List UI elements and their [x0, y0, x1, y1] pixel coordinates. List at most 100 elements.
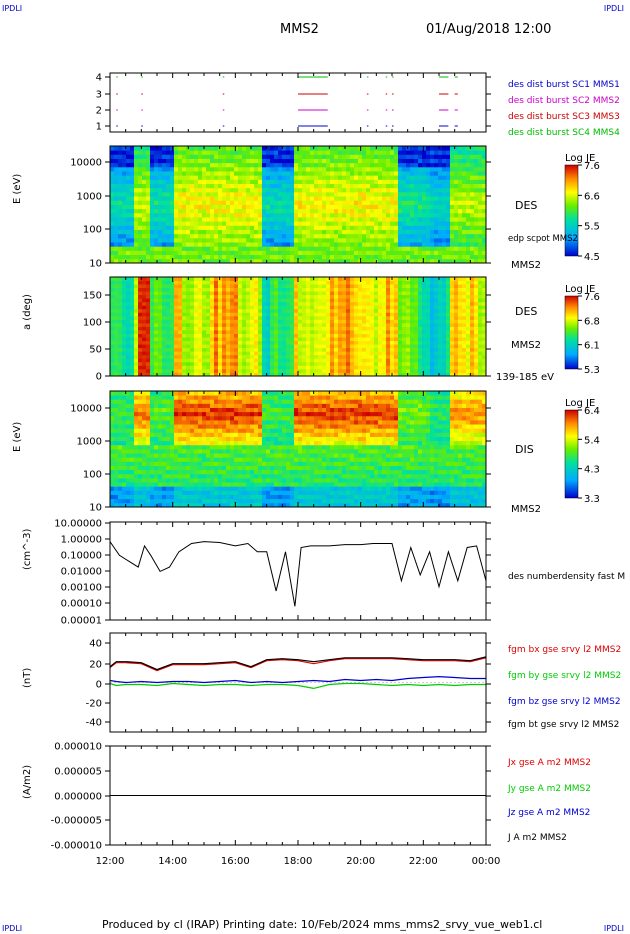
- des-pitch-cell: [430, 312, 435, 317]
- des-spectrogram-cell: [174, 212, 179, 218]
- des-spectrogram-cell: [330, 154, 335, 159]
- des-pitch-cell: [158, 322, 163, 327]
- des-spectrogram-cell: [146, 204, 151, 210]
- des-pitch-cell: [238, 322, 243, 327]
- des-spectrogram-cell: [306, 150, 311, 155]
- des-spectrogram-cell: [342, 246, 347, 251]
- des-spectrogram-cell: [318, 166, 323, 172]
- des-spectrogram-cell: [466, 200, 471, 205]
- des-pitch-cell: [422, 322, 427, 327]
- des-pitch-cell: [206, 305, 211, 310]
- des-spectrogram-cell: [458, 191, 463, 197]
- des-spectrogram-cell: [422, 221, 427, 226]
- des-spectrogram-cell: [134, 229, 139, 235]
- des-spectrogram-cell: [114, 183, 119, 189]
- des-spectrogram-cell: [154, 208, 159, 214]
- des-pitch-cell: [174, 333, 179, 338]
- des-spectrogram-cell: [430, 183, 435, 189]
- des-spectrogram-cell: [246, 187, 251, 193]
- des-spectrogram-cell: [214, 150, 219, 155]
- des-spectrogram-cell: [454, 166, 459, 172]
- des-pitch-cell: [282, 361, 287, 366]
- des-spectrogram-cell: [238, 196, 243, 201]
- des-pitch-cell: [262, 298, 267, 303]
- des-spectrogram-cell: [394, 246, 399, 251]
- des-spectrogram-cell: [414, 166, 419, 172]
- des-spectrogram-cell: [310, 233, 315, 239]
- des-pitch-cell: [202, 284, 207, 289]
- des-pitch-cell: [314, 361, 319, 366]
- des-spectrogram-cell: [226, 208, 231, 214]
- des-pitch-cell: [270, 294, 275, 299]
- des-spectrogram-cell: [418, 242, 423, 247]
- des-pitch-cell: [374, 301, 379, 306]
- des-spectrogram-cell: [246, 229, 251, 235]
- des-spectrogram-cell: [326, 250, 331, 256]
- des-spectrogram-cell: [246, 146, 251, 151]
- des-pitch-cell: [402, 344, 407, 349]
- des-spectrogram-cell: [230, 237, 235, 243]
- des-pitch-cell: [398, 365, 403, 370]
- des-pitch-cell: [370, 347, 375, 352]
- des-pitch-cell: [374, 351, 379, 356]
- des-spectrogram-cell: [314, 233, 319, 239]
- des-spectrogram-cell: [230, 162, 235, 168]
- des-spectrogram-cell: [398, 217, 403, 222]
- des-spectrogram-cell: [462, 208, 467, 214]
- des-spectrogram-cell: [342, 171, 347, 176]
- des-spectrogram-cell: [202, 221, 207, 226]
- des-pitch-cell: [266, 326, 271, 331]
- des-spectrogram-cell: [382, 191, 387, 197]
- des-spectrogram-cell: [254, 204, 259, 210]
- des-pitch-cell: [250, 284, 255, 289]
- des-pitch-cell: [174, 354, 179, 359]
- des-pitch-cell: [178, 326, 183, 331]
- des-spectrogram-cell: [354, 191, 359, 197]
- des-pitch-cell: [434, 368, 439, 373]
- des-spectrogram-cell: [390, 191, 395, 197]
- des-pitch-cell: [162, 330, 167, 334]
- des-pitch-cell: [386, 365, 391, 370]
- des-pitch-cell: [206, 301, 211, 306]
- des-pitch-cell: [298, 298, 303, 303]
- des-spectrogram-cell: [354, 233, 359, 239]
- des-pitch-cell: [186, 326, 191, 331]
- des-spectrogram-cell: [294, 204, 299, 210]
- des-pitch-cell: [194, 322, 199, 327]
- des-pitch-cell: [190, 315, 195, 320]
- des-spectrogram-cell: [410, 154, 415, 159]
- des-spectrogram-cell: [126, 217, 131, 222]
- des-spectrogram-cell: [402, 175, 407, 180]
- des-spectrogram-cell: [198, 250, 203, 256]
- des-pitch-cell: [434, 280, 439, 285]
- des-spectrogram-cell: [382, 237, 387, 243]
- des-spectrogram-cell: [150, 183, 155, 189]
- des-spectrogram-cell: [222, 250, 227, 256]
- des-spectrogram-cell: [122, 166, 127, 172]
- des-spectrogram-cell: [322, 212, 327, 218]
- des-pitch-cell: [430, 330, 435, 334]
- des-spectrogram-cell: [466, 150, 471, 155]
- des-pitch-cell: [118, 322, 123, 327]
- des-pitch-cell: [146, 368, 151, 373]
- des-pitch-cell: [438, 322, 443, 327]
- des-pitch-cell: [230, 337, 235, 342]
- des-spectrogram-cell: [310, 246, 315, 251]
- des-spectrogram-cell: [314, 183, 319, 189]
- des-spectrogram-cell: [162, 191, 167, 197]
- des-spectrogram-cell: [270, 196, 275, 201]
- des-pitch-cell: [202, 365, 207, 370]
- des-pitch-cell: [398, 308, 403, 313]
- des-spectrogram-cell: [242, 162, 247, 168]
- des-spectrogram-cell: [190, 221, 195, 226]
- des-pitch-cell: [134, 358, 139, 363]
- des-spectrogram-cell: [150, 254, 155, 260]
- des-pitch-cell: [158, 284, 163, 289]
- des-pitch-cell: [322, 312, 327, 317]
- des-pitch-cell: [230, 340, 235, 345]
- des-pitch-cell: [230, 312, 235, 317]
- des-spectrogram-cell: [430, 217, 435, 222]
- des-spectrogram-cell: [166, 212, 171, 218]
- des-spectrogram-cell: [246, 208, 251, 214]
- des-spectrogram-cell: [270, 179, 275, 185]
